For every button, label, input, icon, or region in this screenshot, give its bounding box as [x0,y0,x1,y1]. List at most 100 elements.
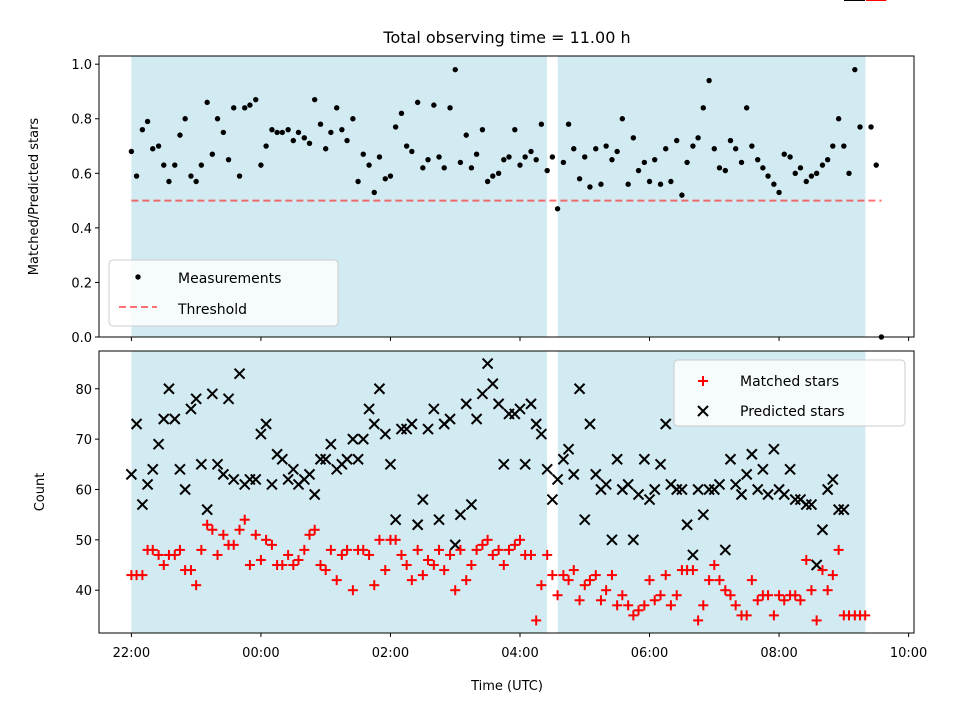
cross-stroke [303,468,316,481]
matched-star-point [325,544,336,555]
cross-stroke [632,488,645,501]
measurement-point [447,105,453,111]
matched-star-point [817,565,828,576]
measurement-point [674,137,680,144]
predicted-star-point [201,503,213,516]
measurement-point [366,162,372,168]
predicted-star-point [541,463,553,476]
measurement-point [593,146,599,152]
cross-stroke [460,398,472,410]
cross-stroke [417,493,429,506]
matched-star-point [428,560,439,571]
cross-stroke [476,388,489,400]
cross-stroke [428,403,440,415]
matched-star-point [185,565,196,576]
y-tick-label: 0.2 [71,276,92,291]
cross-stroke [206,388,219,400]
cross-stroke [687,549,699,561]
cross-stroke [638,453,651,465]
predicted-star-point [363,403,375,415]
matched-star-point [568,565,579,576]
predicted-star-point [314,453,327,465]
y-tick-label: 60 [75,483,92,498]
predicted-star-point [551,473,564,486]
matched-star-point [714,575,725,586]
matched-star-point [730,600,741,611]
y-tick-label: 0.0 [71,331,92,346]
predicted-star-point [470,413,483,425]
cross-stroke [222,393,235,405]
legend-label: Measurements [178,271,281,287]
cross-stroke [681,519,693,531]
x-axis-label: Time (UTC) [470,679,543,694]
measurement-point [749,143,755,149]
cross-stroke [530,418,542,430]
predicted-star-point [816,524,829,536]
matched-star-point [509,539,520,550]
measurement-point [517,162,523,168]
predicted-star-point [411,519,424,531]
measurement-point [614,148,620,155]
measurement-point [425,156,431,163]
cross-stroke [827,473,839,486]
matched-star-point [633,605,644,616]
matched-star-point [228,539,239,550]
measurement-point [619,116,626,122]
matched-star-point [466,560,477,571]
cross-stroke [740,468,753,481]
predicted-star-point [671,483,683,496]
matched-star-point [536,580,547,591]
predicted-star-point [492,398,505,410]
measurement-point [484,178,491,185]
measurement-point [819,162,826,168]
measurement-point [431,102,437,108]
predicted-star-point [255,428,267,440]
matched-star-point [763,590,774,601]
y-tick-label: 0.6 [71,167,92,182]
predicted-star-point [800,498,812,511]
predicted-star-point [303,468,316,481]
matched-star-point [471,544,482,555]
predicted-star-point [217,468,230,481]
measurement-point [376,154,383,160]
matched-star-point [806,585,817,596]
predicted-star-point [260,418,272,430]
cross-stroke [838,503,850,516]
top-y-axis-label: Matched/Predicted stars [27,118,42,276]
cross-stroke [422,423,434,435]
predicted-star-point [174,463,186,476]
matched-star-point [342,544,353,555]
cross-stroke [470,413,483,425]
cross-stroke [454,508,467,521]
legend-label: Matched stars [740,374,839,390]
matched-star-point [412,544,423,555]
matched-star-point [671,590,682,601]
matched-star-point [552,590,563,601]
predicted-star-point [681,519,693,531]
measurement-point [468,165,475,171]
cross-stroke [465,498,478,511]
predicted-star-point [465,498,478,511]
measurement-point [193,178,199,185]
predicted-star-point [557,453,570,465]
predicted-star-point [389,513,402,526]
matched-star-point [746,575,757,586]
cross-stroke [255,428,267,440]
measurement-point [214,116,221,122]
matched-star-point [526,549,537,560]
matched-star-point [665,600,676,611]
matched-star-point [239,514,250,525]
cross-stroke [546,493,559,506]
predicted-star-point [546,493,559,506]
cross-stroke [692,483,704,496]
predicted-star-point [638,453,651,465]
cross-stroke [816,524,829,536]
matched-star-point [336,549,347,560]
matched-star-point [531,615,542,626]
measurement-point [512,126,518,133]
matched-star-point [450,585,461,596]
matched-star-point [601,585,612,596]
matched-star-point [234,524,245,535]
measurement-point [841,143,847,149]
measurement-point [285,126,291,133]
